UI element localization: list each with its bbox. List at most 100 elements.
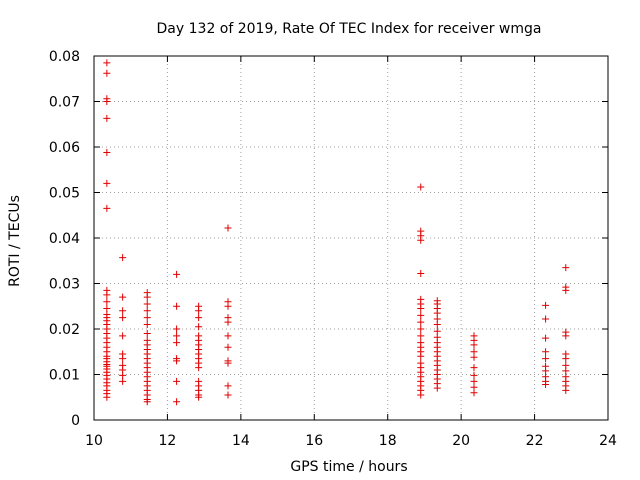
x-tick-label: 20 <box>452 433 470 449</box>
data-point <box>173 325 181 333</box>
data-point <box>103 98 111 105</box>
data-point <box>103 69 111 77</box>
data-point <box>119 307 127 315</box>
x-tick-label: 12 <box>159 433 177 449</box>
data-point <box>417 311 425 319</box>
data-point <box>103 114 111 122</box>
data-point <box>103 298 111 306</box>
data-point <box>417 325 425 333</box>
data-point <box>103 59 111 67</box>
data-point <box>417 269 425 277</box>
data-point <box>542 315 550 323</box>
data-point <box>103 148 111 156</box>
data-point <box>562 264 570 272</box>
data-point <box>224 302 232 310</box>
data-point <box>562 332 570 340</box>
data-point <box>103 204 111 212</box>
data-point <box>103 305 111 313</box>
x-axis-label: GPS time / hours <box>290 459 407 475</box>
data-point <box>417 305 425 313</box>
data-point <box>119 254 127 262</box>
data-point <box>224 343 232 351</box>
data-point <box>470 364 478 372</box>
data-point <box>119 293 127 301</box>
data-point <box>143 307 151 315</box>
data-point <box>173 332 181 340</box>
data-point <box>433 320 441 328</box>
data-point <box>119 377 127 385</box>
data-point <box>562 367 570 375</box>
data-point <box>417 332 425 340</box>
y-tick-label: 0.05 <box>49 186 80 202</box>
data-point <box>562 386 570 394</box>
data-point <box>195 393 203 401</box>
data-point <box>143 398 151 406</box>
x-tick-label: 24 <box>599 433 617 449</box>
data-point <box>562 355 570 363</box>
data-point <box>433 327 441 335</box>
data-point <box>433 384 441 392</box>
data-point <box>417 318 425 326</box>
data-point <box>433 309 441 317</box>
data-point <box>224 359 232 367</box>
data-point <box>173 398 181 406</box>
data-point <box>143 293 151 301</box>
x-tick-label: 18 <box>379 433 397 449</box>
data-point <box>224 318 232 326</box>
x-tick-label: 14 <box>232 433 250 449</box>
data-point <box>143 320 151 328</box>
data-point <box>470 377 478 385</box>
y-tick-label: 0.04 <box>49 231 80 247</box>
data-point <box>542 301 550 309</box>
data-point <box>224 391 232 399</box>
data-point <box>143 300 151 308</box>
data-point <box>119 332 127 340</box>
x-tick-label: 16 <box>305 433 323 449</box>
data-point <box>195 307 203 315</box>
y-tick-label: 0.08 <box>49 49 80 65</box>
y-tick-label: 0.01 <box>49 368 80 384</box>
data-point <box>173 377 181 385</box>
data-point <box>542 367 550 375</box>
data-point <box>195 323 203 331</box>
data-point <box>470 341 478 349</box>
data-point <box>103 291 111 299</box>
data-point <box>173 302 181 310</box>
data-point <box>417 391 425 399</box>
data-point <box>542 334 550 342</box>
data-point <box>417 236 425 244</box>
data-point <box>470 371 478 379</box>
data-point <box>224 332 232 340</box>
data-point <box>562 286 570 294</box>
data-point <box>173 357 181 365</box>
data-point <box>542 381 550 389</box>
data-point <box>224 382 232 390</box>
data-point <box>173 270 181 278</box>
x-tick-label: 22 <box>526 433 544 449</box>
data-point <box>417 183 425 191</box>
chart-title: Day 132 of 2019, Rate Of TEC Index for r… <box>157 21 542 37</box>
data-point <box>143 330 151 338</box>
data-points <box>103 59 570 406</box>
data-point <box>542 355 550 363</box>
y-tick-label: 0.07 <box>49 95 80 111</box>
plot-frame <box>93 55 609 421</box>
data-point <box>470 353 478 361</box>
grid-lines <box>94 56 608 420</box>
data-point <box>119 314 127 322</box>
data-point <box>224 224 232 232</box>
data-point <box>417 352 425 360</box>
y-tick-labels: 0 0.01 0.02 0.03 0.04 0.05 0.06 0.07 0.08 <box>49 49 80 429</box>
y-tick-label: 0.03 <box>49 277 80 293</box>
data-point <box>195 364 203 372</box>
data-point <box>103 393 111 401</box>
data-point <box>195 314 203 322</box>
data-point <box>103 179 111 187</box>
y-axis-label: ROTI / TECUs <box>7 195 23 287</box>
data-point <box>470 389 478 397</box>
y-tick-label: 0 <box>71 413 80 429</box>
y-tick-label: 0.06 <box>49 140 80 156</box>
data-point <box>173 339 181 347</box>
data-point <box>119 371 127 379</box>
data-point <box>143 314 151 322</box>
